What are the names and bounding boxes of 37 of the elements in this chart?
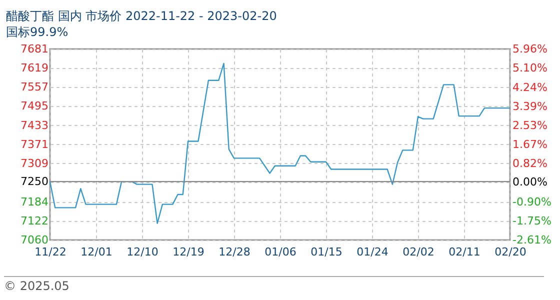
chart-title: 醋酸丁酯 国内 市场价 2022-11-22 - 2023-02-20: [6, 9, 277, 23]
y2-tick-label: 5.10%: [512, 62, 548, 75]
y-tick-label: 7309: [20, 156, 48, 170]
y-tick-label: 7060: [20, 234, 48, 246]
y2-tick-label: 2.53%: [512, 118, 548, 132]
y2-tick-label: -1.75%: [512, 214, 552, 228]
x-tick-label: 12/01: [80, 246, 112, 258]
y-tick-label: 7557: [20, 80, 48, 94]
x-tick-label: 01/15: [310, 246, 342, 258]
y-tick-label: 7619: [20, 62, 48, 75]
x-tick-label: 02/11: [448, 246, 480, 258]
y-tick-label: 7122: [20, 214, 48, 228]
y2-tick-label: 5.96%: [512, 42, 548, 56]
y2-tick-label: 0.82%: [512, 157, 548, 170]
x-tick-label: 12/19: [172, 246, 204, 258]
x-tick-label: 12/10: [126, 246, 158, 258]
chart-subtitle: 国标99.9%: [6, 25, 68, 39]
x-tick-label: 02/02: [402, 246, 434, 258]
y2-tick-label: 0.00%: [512, 175, 548, 188]
line-series: [49, 62, 511, 224]
y2-tick-label: 1.67%: [512, 138, 548, 152]
y2-tick-label: 4.24%: [512, 80, 548, 94]
y-tick-label: 7184: [20, 195, 48, 208]
y2-tick-label: -2.61%: [512, 234, 552, 246]
x-tick-label: 11/22: [34, 246, 66, 258]
y2-tick-label: 3.39%: [512, 100, 548, 113]
x-tick-label: 01/24: [356, 246, 388, 258]
y-tick-label: 7681: [20, 42, 48, 56]
y2-tick-label: -0.90%: [512, 195, 552, 208]
x-tick-label: 02/20: [494, 246, 526, 258]
y-tick-label: 7433: [20, 118, 48, 132]
x-tick-label: 12/28: [218, 246, 250, 258]
y-tick-label: 7250: [20, 175, 48, 188]
x-tick-label: 01/06: [264, 246, 296, 258]
y-tick-label: 7495: [20, 100, 48, 113]
y-tick-label: 7371: [20, 138, 48, 151]
text: © 2025.05: [4, 276, 544, 293]
